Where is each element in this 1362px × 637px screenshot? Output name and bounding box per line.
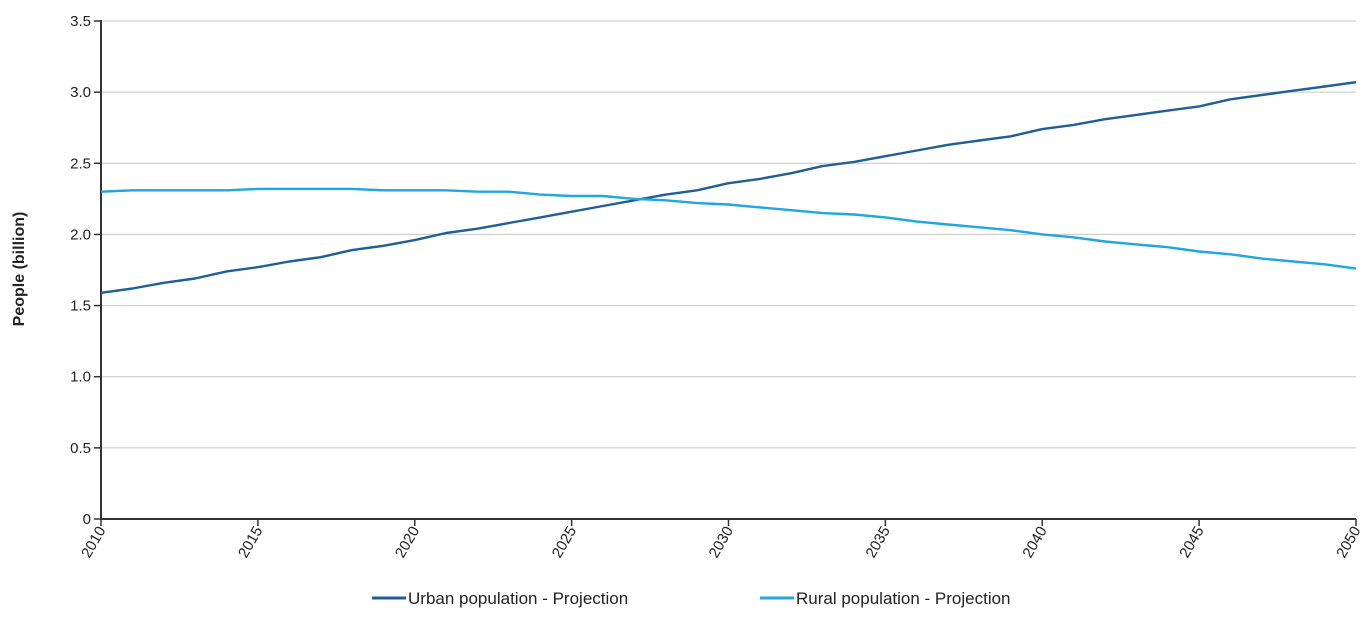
x-tick-label: 2030 (706, 524, 737, 561)
x-tick-label: 2015 (235, 524, 266, 561)
legend-label-0: Urban population - Projection (408, 589, 628, 608)
x-tick-label: 2050 (1333, 524, 1362, 561)
x-tick-label: 2025 (549, 524, 580, 561)
y-tick-label: 2.0 (70, 226, 91, 243)
y-axis-ticks: 0 0.5 1.0 1.5 2.0 2.5 3.0 3.5 (70, 13, 101, 528)
x-axis-ticks: 2010 2015 2020 2025 2030 2035 2040 2045 2050 (78, 519, 1362, 561)
axes (101, 20, 1356, 519)
legend-label-1: Rural population - Projection (796, 589, 1011, 608)
y-axis-label: People (billion) (11, 212, 28, 327)
y-tick-label: 0.5 (70, 440, 91, 457)
x-tick-label: 2035 (862, 524, 893, 561)
x-tick-label: 2020 (392, 524, 423, 561)
series-line-1 (101, 189, 1356, 269)
x-tick-label: 2045 (1176, 524, 1207, 561)
x-tick-label: 2040 (1019, 524, 1050, 561)
y-tick-label: 0 (83, 511, 91, 528)
y-tick-label: 1.0 (70, 369, 91, 386)
y-tick-label: 2.5 (70, 155, 91, 172)
y-tick-label: 1.5 (70, 298, 91, 315)
y-tick-label: 3.0 (70, 84, 91, 101)
series-line-0 (101, 82, 1356, 293)
y-tick-label: 3.5 (70, 13, 91, 30)
x-tick-label: 2010 (78, 524, 109, 561)
legend: Urban population - Projection Rural popul… (372, 589, 1011, 608)
gridlines (101, 21, 1356, 448)
series-lines (101, 82, 1356, 293)
